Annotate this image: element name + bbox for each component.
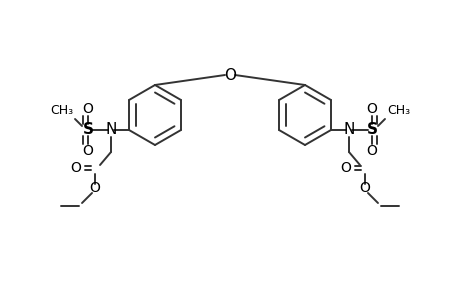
Text: S: S <box>366 122 377 137</box>
Text: N: N <box>342 122 354 137</box>
Text: O: O <box>83 102 93 116</box>
Text: O: O <box>359 181 369 195</box>
Text: O: O <box>224 68 235 82</box>
Text: O: O <box>366 144 376 158</box>
Text: S: S <box>82 122 93 137</box>
Text: CH₃: CH₃ <box>386 104 409 118</box>
Text: O: O <box>340 161 351 175</box>
Text: O: O <box>70 161 81 175</box>
Text: O: O <box>366 102 376 116</box>
Text: O: O <box>90 181 100 195</box>
Text: N: N <box>105 122 117 137</box>
Text: CH₃: CH₃ <box>50 104 73 118</box>
Text: O: O <box>83 144 93 158</box>
